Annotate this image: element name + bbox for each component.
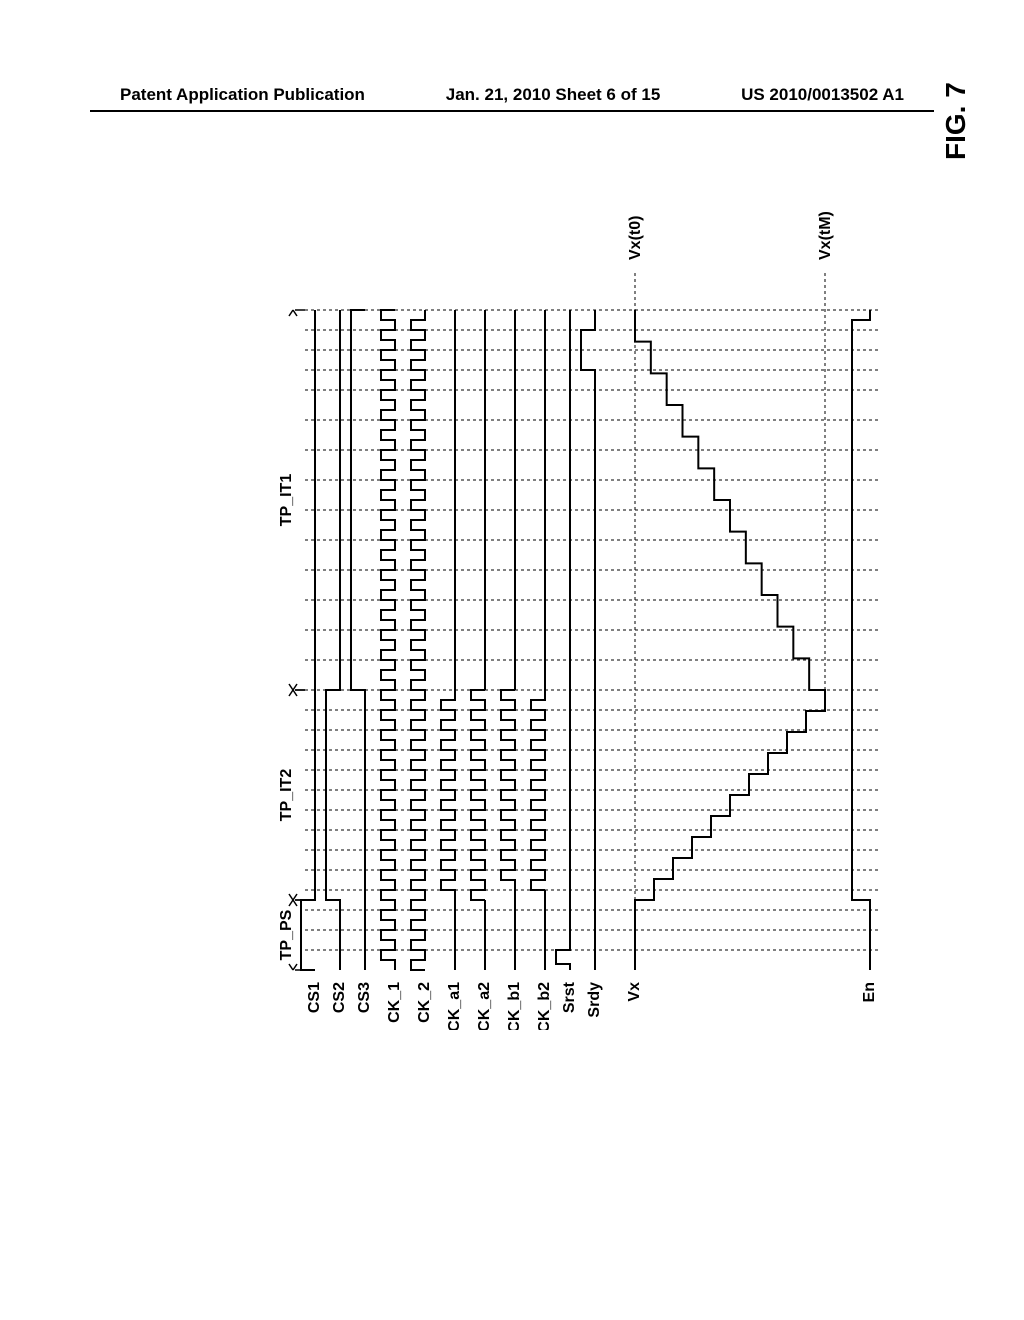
svg-text:En: En <box>861 982 878 1002</box>
svg-text:CK_a2: CK_a2 <box>476 982 493 1030</box>
svg-text:Vx(tM): Vx(tM) <box>817 211 834 260</box>
svg-text:CK_a1: CK_a1 <box>446 982 463 1030</box>
svg-text:CK_b2: CK_b2 <box>536 982 553 1030</box>
svg-text:TP_PS: TP_PS <box>278 909 295 960</box>
svg-text:CS2: CS2 <box>331 982 348 1013</box>
svg-text:Vx(t0): Vx(t0) <box>627 216 644 260</box>
svg-text:Vx: Vx <box>626 982 643 1002</box>
timing-diagram: TP_PS TP_IT2 TP_IT1 CS1 CS2 CS3 CK_1 CK_2 CK_a1 C… <box>265 70 1005 1030</box>
svg-text:CK_b1: CK_b1 <box>506 982 523 1030</box>
svg-text:CS1: CS1 <box>306 982 323 1013</box>
svg-text:Srst: Srst <box>561 981 578 1013</box>
figure-container: TP_PS TP_IT2 TP_IT1 CS1 CS2 CS3 CK_1 CK_2 CK_a1 C… <box>155 180 895 1140</box>
svg-text:TP_IT1: TP_IT1 <box>278 474 295 527</box>
svg-text:CK_2: CK_2 <box>416 982 433 1023</box>
svg-text:CK_1: CK_1 <box>386 982 403 1023</box>
svg-text:CS3: CS3 <box>356 982 373 1013</box>
svg-text:Srdy: Srdy <box>586 982 603 1018</box>
svg-text:TP_IT2: TP_IT2 <box>278 769 295 822</box>
svg-text:FIG. 7: FIG. 7 <box>940 82 971 160</box>
